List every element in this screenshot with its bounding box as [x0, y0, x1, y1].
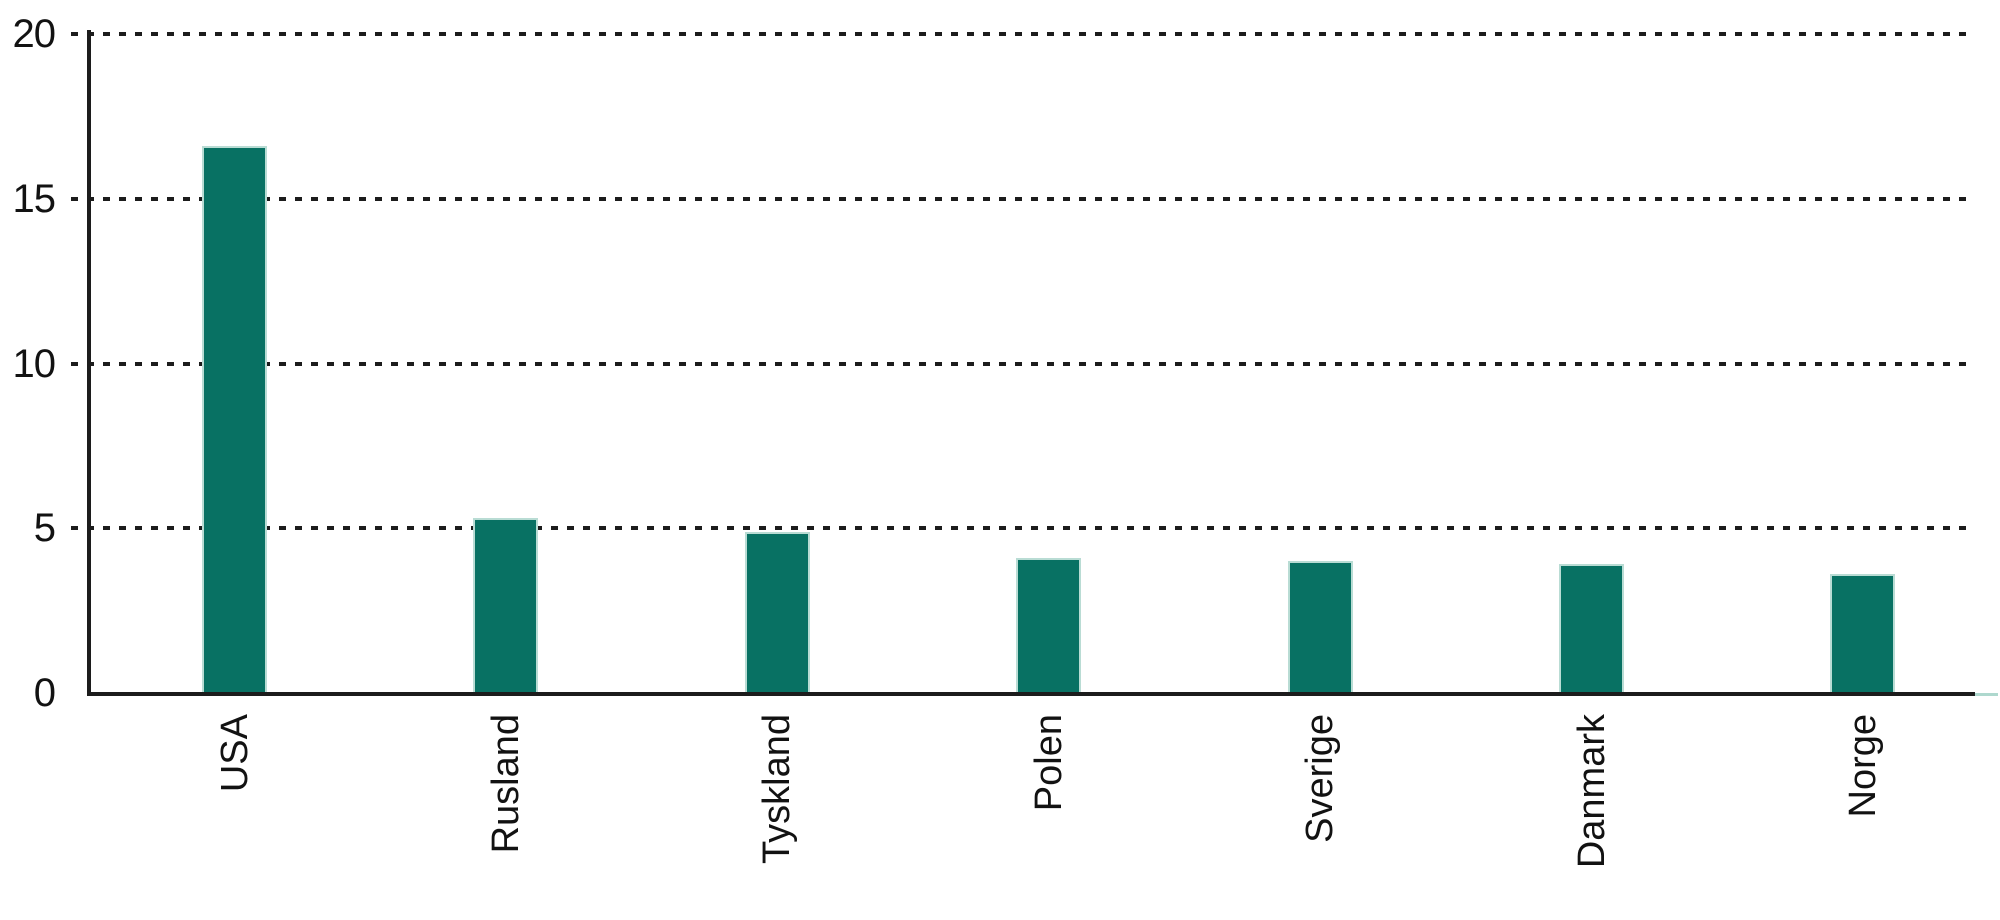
y-axis-tick-label: 0: [33, 671, 56, 715]
x-axis-label-tyskland: Tyskland: [756, 714, 798, 864]
x-axis-line: [87, 692, 1975, 696]
bar-sverige: [1288, 561, 1353, 693]
bar-polen: [1016, 558, 1081, 693]
bar-tyskland: [745, 532, 810, 693]
gridline-15: [71, 196, 1975, 201]
gridline-20: [71, 32, 1975, 36]
x-axis-label-rusland: Rusland: [485, 714, 527, 854]
x-axis-label-polen: Polen: [1028, 714, 1070, 812]
x-axis-label-sverige: Sverige: [1299, 714, 1341, 843]
x-axis-label-norge: Norge: [1842, 714, 1884, 818]
x-axis-label-danmark: Danmark: [1571, 714, 1613, 869]
y-axis-tick-label: 20: [12, 12, 57, 56]
bar-norge: [1830, 574, 1895, 693]
bar-rusland: [473, 518, 538, 693]
x-axis-line-tail: [1975, 693, 1998, 696]
y-axis-line: [87, 30, 91, 696]
y-axis-tick-label: 15: [12, 176, 57, 221]
y-axis-tick-label: 5: [33, 506, 56, 551]
y-axis-tick-label: 10: [12, 341, 57, 386]
gridline-10: [71, 361, 1975, 366]
bar-danmark: [1559, 564, 1624, 693]
x-axis-label-usa: USA: [214, 714, 256, 793]
bar-usa: [202, 146, 267, 693]
gridline-5: [71, 526, 1975, 531]
